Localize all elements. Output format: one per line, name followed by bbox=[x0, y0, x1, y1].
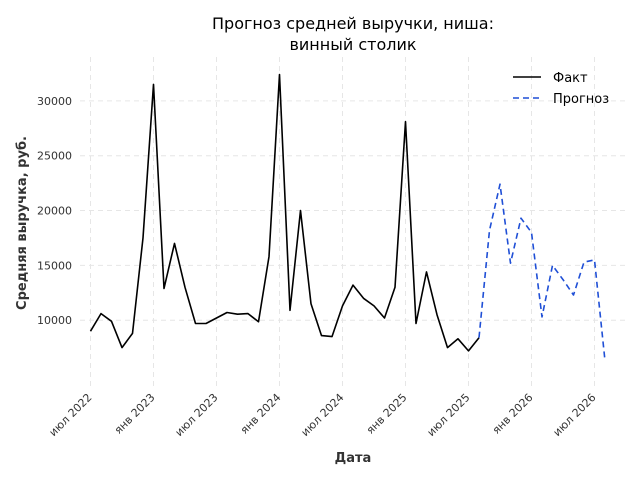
y-tick-label: 15000 bbox=[37, 259, 72, 272]
chart-title-line-1: Прогноз средней выручки, ниша: bbox=[212, 14, 494, 33]
x-tick-label: июл 2022 bbox=[47, 391, 95, 439]
y-tick-label: 30000 bbox=[37, 95, 72, 108]
x-tick-label: янв 2026 bbox=[490, 391, 536, 437]
legend-label-fakt: Факт bbox=[553, 71, 588, 86]
y-axis-label: Средняя выручка, руб. bbox=[15, 136, 30, 310]
x-axis-ticks: июл 2022 янв 2023 июл 2023 янв 2024 июл 2024… bbox=[47, 391, 599, 439]
y-tick-label: 25000 bbox=[37, 150, 72, 163]
x-tick-label: июл 2024 bbox=[299, 391, 347, 439]
x-tick-label: июл 2026 bbox=[551, 391, 599, 439]
legend-label-prognoz: Прогноз bbox=[553, 92, 609, 107]
x-axis-label: Дата bbox=[335, 451, 372, 466]
y-tick-label: 20000 bbox=[37, 205, 72, 218]
grid bbox=[80, 57, 626, 386]
chart-title-line-2: винный столик bbox=[289, 35, 416, 54]
legend: Факт Прогноз bbox=[513, 71, 609, 107]
x-tick-label: янв 2023 bbox=[112, 391, 158, 437]
y-axis-ticks: 10000 15000 20000 25000 30000 bbox=[37, 95, 72, 327]
series-line-prognoz bbox=[478, 183, 606, 361]
y-tick-label: 10000 bbox=[37, 314, 72, 327]
series-line-fakt bbox=[89, 73, 480, 352]
x-tick-label: июл 2025 bbox=[425, 391, 473, 439]
x-tick-label: янв 2024 bbox=[238, 391, 284, 437]
x-tick-label: июл 2023 bbox=[173, 391, 221, 439]
series-lines bbox=[89, 73, 606, 361]
x-tick-label: янв 2025 bbox=[364, 391, 410, 437]
